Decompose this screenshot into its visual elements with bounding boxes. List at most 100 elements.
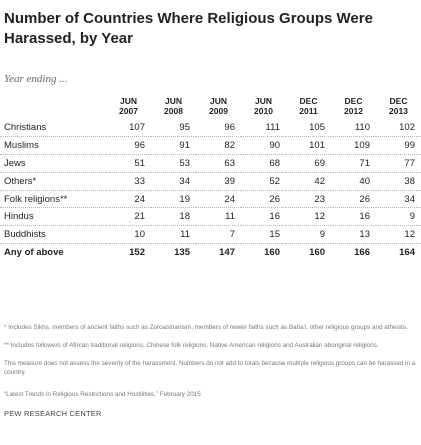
table-row: Hindus 21 18 11 16 12 16 9 (0, 207, 421, 227)
table-row: Buddhists 10 11 7 15 9 13 12 (0, 225, 421, 245)
column-header-month: JUN (164, 96, 182, 106)
table-cell-value: 164 (399, 247, 415, 259)
table-cell-value: 69 (286, 154, 331, 173)
table-cell-value: 11 (196, 207, 241, 227)
table-cell-value: 16 (241, 207, 286, 227)
column-header: JUN 2007 (106, 96, 151, 119)
table-cell-value: 152 (129, 247, 145, 259)
source-date: February 2015 (158, 391, 201, 398)
row-label: Any of above (4, 247, 64, 259)
organization-name: PEW RESEARCH CENTER (4, 409, 102, 418)
table-cell-value: 111 (241, 119, 286, 137)
table-row-total: Any of above 152 135 147 160 160 166 164 (0, 244, 421, 261)
column-header: DEC 2011 (286, 96, 331, 119)
chart-title: Number of Countries Where Religious Grou… (4, 10, 373, 47)
table-row: Jews 51 53 63 68 69 71 77 (0, 154, 421, 173)
chart-subtitle: Year ending ... (4, 73, 68, 85)
table-cell-value: 160 (309, 247, 325, 259)
table-row: Others* 33 34 39 52 42 40 38 (0, 172, 421, 191)
table-cell-value: 34 (376, 190, 421, 209)
footnote-measure: This measure does not assess the severit… (4, 360, 416, 376)
column-header-year: 2013 (389, 106, 408, 116)
row-label: Muslims (0, 136, 106, 155)
column-header-month: DEC (299, 96, 318, 106)
table-cell-value: 101 (286, 136, 331, 155)
table-cell-value: 26 (241, 190, 286, 209)
footnotes: * Includes Sikhs, members of ancient fai… (4, 323, 418, 386)
table-cell-value: 24 (196, 190, 241, 209)
table-cell-value: 109 (331, 136, 376, 155)
table-cell-value: 7 (196, 225, 241, 245)
table-cell-value: 40 (331, 172, 376, 191)
column-header: DEC 2012 (331, 96, 376, 119)
column-header: JUN 2010 (241, 96, 286, 119)
table-cell-value: 24 (106, 190, 151, 209)
table-cell-value: 53 (151, 154, 196, 173)
table-cell-value: 12 (376, 225, 421, 245)
column-header: JUN 2009 (196, 96, 241, 119)
row-label: Folk religions** (0, 190, 106, 209)
table-cell-value: 107 (106, 119, 151, 137)
footnote-others: * Includes Sikhs, members of ancient fai… (4, 324, 408, 331)
table-cell-value: 91 (151, 136, 196, 155)
table-cell-value: 90 (241, 136, 286, 155)
table-cell-value: 9 (376, 207, 421, 227)
source-line: “Latest Trends in Religious Restrictions… (4, 391, 201, 398)
table-cell-value: 21 (106, 207, 151, 227)
table-body: Christians 107 95 96 111 105 110 102 Muslims 96 91… (0, 119, 421, 261)
table-cell-value: 15 (241, 225, 286, 245)
table-cell-value: 95 (151, 119, 196, 137)
table-cell-value: 166 (354, 247, 370, 259)
table-cell-value: 102 (376, 119, 421, 137)
table-cell-value: 33 (106, 172, 151, 191)
table-cell-value: 42 (286, 172, 331, 191)
column-header-month: DEC (344, 96, 363, 106)
table-row: Muslims 96 91 82 90 101 109 99 (0, 136, 421, 155)
table-cell-value: 71 (331, 154, 376, 173)
table-cell-value: 52 (241, 172, 286, 191)
row-label: Hindus (0, 207, 106, 227)
table-cell-value: 160 (264, 247, 280, 259)
table-cell-value: 18 (151, 207, 196, 227)
column-header: DEC 2013 (376, 96, 421, 119)
table-cell-value: 96 (196, 119, 241, 137)
table-cell-value: 147 (219, 247, 235, 259)
table-cell-value: 34 (151, 172, 196, 191)
table-cell-value: 12 (286, 207, 331, 227)
table-cell-value: 11 (151, 225, 196, 245)
table-cell-value: 77 (376, 154, 421, 173)
column-header-year: 2008 (164, 106, 183, 116)
table-cell-value: 82 (196, 136, 241, 155)
table-cell-value: 96 (106, 136, 151, 155)
table-cell-value: 99 (376, 136, 421, 155)
column-header: JUN 2008 (151, 96, 196, 119)
table-cell-value: 16 (331, 207, 376, 227)
table-cell-value: 110 (331, 119, 376, 137)
table-cell-value: 51 (106, 154, 151, 173)
row-label: Others* (0, 172, 106, 191)
column-header-year: 2010 (254, 106, 273, 116)
table-cell-value: 10 (106, 225, 151, 245)
row-label: Buddhists (0, 225, 106, 245)
column-header-month: JUN (209, 96, 227, 106)
column-header-year: 2007 (119, 106, 138, 116)
column-header-year: 2012 (344, 106, 363, 116)
header-blank (0, 96, 106, 119)
table-cell-value: 26 (331, 190, 376, 209)
column-header-month: JUN (254, 96, 272, 106)
row-label: Christians (0, 119, 106, 137)
column-header-month: JUN (119, 96, 137, 106)
source-title: “Latest Trends in Religious Restrictions… (4, 391, 158, 398)
table-cell-value: 135 (174, 247, 190, 259)
table-cell-value: 39 (196, 172, 241, 191)
table-cell-value: 105 (286, 119, 331, 137)
footnote-folk-religions: ** Includes followers of African traditi… (4, 342, 379, 349)
column-header-year: 2009 (209, 106, 228, 116)
table-cell-value: 23 (286, 190, 331, 209)
table-cell-value: 38 (376, 172, 421, 191)
table-cell-value: 63 (196, 154, 241, 173)
table-header-row: JUN 2007 JUN 2008 JUN 2009 JUN 2010 DEC 2011 DEC 20… (0, 96, 421, 119)
table-cell-value: 19 (151, 190, 196, 209)
table-cell-value: 68 (241, 154, 286, 173)
